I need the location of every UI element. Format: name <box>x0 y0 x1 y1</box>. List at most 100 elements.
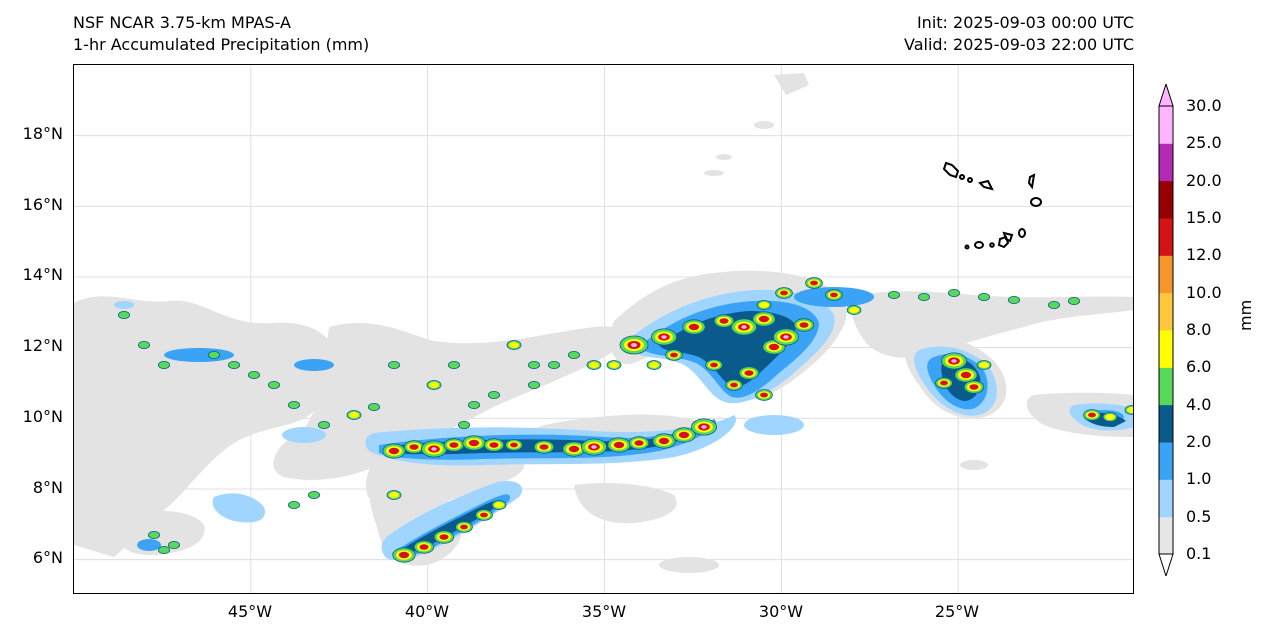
colorbar-segment <box>1159 180 1173 219</box>
map-canvas <box>74 65 1133 593</box>
cell-4mm <box>247 370 260 379</box>
cell-12mm <box>730 382 738 388</box>
colorbar-segment <box>1159 404 1173 443</box>
cell-4mm <box>267 380 280 389</box>
colorbar-segment <box>1159 218 1173 256</box>
cell-25mm <box>951 359 957 363</box>
colorbar-label: 2.0 <box>1186 432 1212 451</box>
colorbar-min-arrow <box>1158 553 1174 576</box>
colorbar-segment <box>1159 292 1173 331</box>
cell-12mm <box>388 447 400 455</box>
colorbar-label: 25.0 <box>1186 133 1222 153</box>
cell-12mm <box>439 534 449 540</box>
init-time: Init: 2025-09-03 00:00 UTC <box>916 13 1134 32</box>
cell-25mm <box>631 343 637 347</box>
cell-4mm <box>168 540 181 549</box>
cell-25mm <box>741 325 747 329</box>
colorbar-label: 12.0 <box>1186 245 1222 265</box>
cell-4mm <box>118 310 131 319</box>
cell-12mm <box>678 431 690 439</box>
cell-6mm <box>1105 414 1115 420</box>
cell-4mm <box>948 288 961 297</box>
colorbar-label: 4.0 <box>1186 394 1212 414</box>
cell-4mm <box>567 350 580 359</box>
cell-12mm <box>780 290 788 296</box>
colorbar-segment <box>1159 106 1173 144</box>
cell-4mm <box>227 360 240 369</box>
colorbar-label: 10.0 <box>1186 282 1222 302</box>
cell-6mm <box>389 492 399 498</box>
cell-4mm <box>287 500 300 509</box>
cell-12mm <box>688 323 700 331</box>
cell-12mm <box>398 551 410 559</box>
lon-label-30w: 30°W <box>758 602 804 621</box>
cell-12mm <box>634 440 644 446</box>
colorbar-segment <box>1159 367 1173 406</box>
cell-12mm <box>768 343 780 351</box>
title-right: Init: 2025-09-03 00:00 UTC Valid: 2025-0… <box>904 12 1134 56</box>
cell-6mm <box>349 412 359 418</box>
cell-6mm <box>759 302 769 308</box>
convective-cells <box>118 277 1133 563</box>
cell-12mm <box>744 370 754 376</box>
cell-12mm <box>810 280 818 286</box>
cell-6mm <box>509 342 519 348</box>
cell-4mm <box>547 360 560 369</box>
lat-label-14n: 14°N <box>22 265 63 284</box>
cell-6mm <box>1127 407 1133 413</box>
lat-label-18n: 18°N <box>22 124 63 143</box>
cell-25mm <box>591 445 597 449</box>
cell-12mm <box>758 315 770 323</box>
colorbar-label: 8.0 <box>1186 320 1212 339</box>
field-name: 1-hr Accumulated Precipitation (mm) <box>73 35 370 54</box>
lon-label-25w: 25°W <box>934 602 980 621</box>
cell-6mm <box>649 362 659 368</box>
cell-4mm <box>307 490 320 499</box>
cell-4mm <box>367 402 380 411</box>
cape-verde-islands <box>942 161 1042 250</box>
cell-4mm <box>978 292 991 301</box>
lon-label-35w: 35°W <box>581 602 627 621</box>
colorbar-segment <box>1159 330 1173 368</box>
cell-25mm <box>701 425 707 429</box>
cell-12mm <box>969 384 979 390</box>
colorbar-label: 0.1 <box>1186 544 1212 563</box>
cell-12mm <box>449 442 459 448</box>
cell-4mm <box>457 420 470 429</box>
cell-25mm <box>783 335 789 339</box>
lat-label-10n: 10°N <box>22 407 63 426</box>
cell-6mm <box>429 382 439 388</box>
cell-25mm <box>431 447 437 451</box>
cell-12mm <box>539 444 549 450</box>
colorbar-units: mm <box>1236 299 1255 331</box>
colorbar-segment <box>1159 143 1173 182</box>
precipitation-map[interactable] <box>73 64 1134 594</box>
cell-6mm <box>609 362 619 368</box>
cell-4mm <box>158 360 171 369</box>
cell-6mm <box>494 502 504 508</box>
cell-25mm <box>661 335 667 339</box>
valid-time: Valid: 2025-09-03 22:00 UTC <box>903 35 1134 54</box>
cell-12mm <box>940 380 948 386</box>
cell-4mm <box>207 350 220 359</box>
colorbar <box>1158 84 1174 576</box>
title-left: NSF NCAR 3.75-km MPAS-A 1-hr Accumulated… <box>73 12 369 56</box>
cell-4mm <box>487 390 500 399</box>
colorbar-segment <box>1159 442 1173 480</box>
colorbar-label: 15.0 <box>1186 208 1222 227</box>
cell-4mm <box>138 340 151 349</box>
lat-label-16n: 16°N <box>22 195 63 214</box>
colorbar-label: 0.5 <box>1186 506 1212 526</box>
cell-4mm <box>148 530 161 539</box>
cell-12mm <box>830 292 838 298</box>
cell-4mm <box>1048 300 1061 309</box>
colorbar-segment <box>1159 479 1173 518</box>
cell-12mm <box>409 444 419 450</box>
cell-4mm <box>467 400 480 409</box>
cell-6mm <box>589 362 599 368</box>
cell-4mm <box>387 360 400 369</box>
cell-12mm <box>460 524 468 530</box>
cell-4mm <box>1008 295 1021 304</box>
cell-4mm <box>888 290 901 299</box>
cell-4mm <box>527 380 540 389</box>
